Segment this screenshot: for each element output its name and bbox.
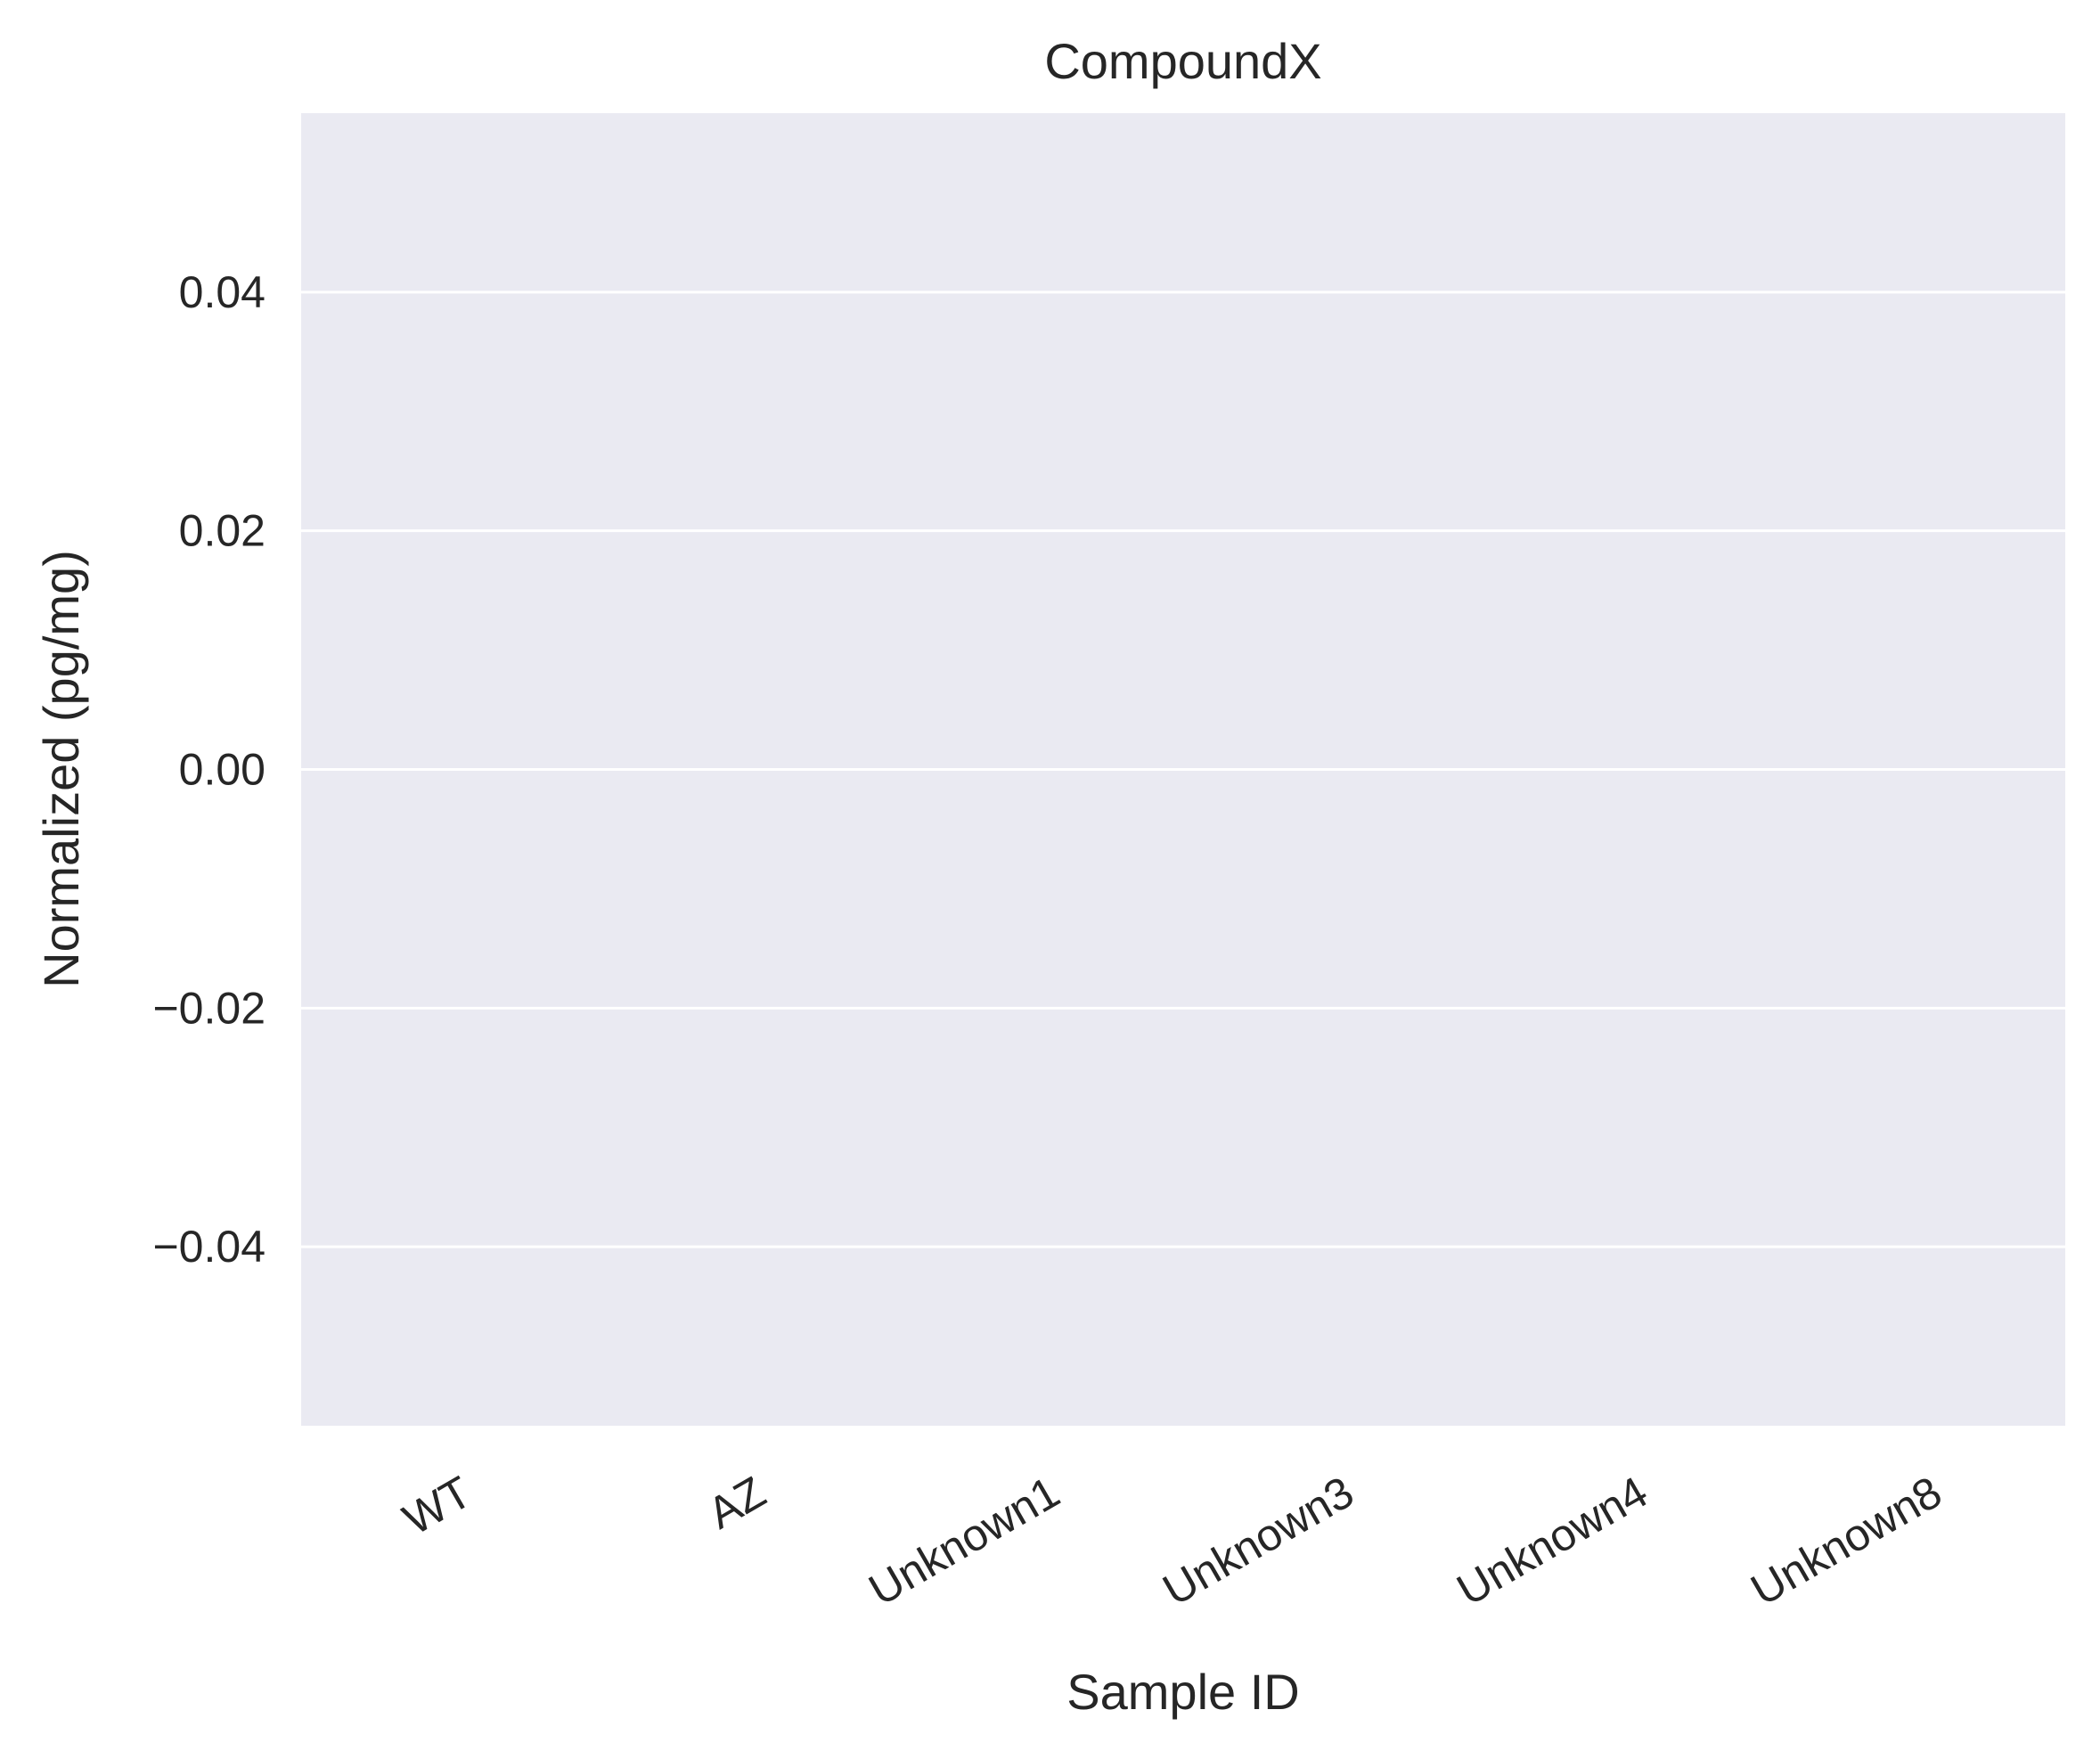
y-tick-label: 0.02 xyxy=(179,506,266,556)
x-tick-label: Unknown3 xyxy=(1155,1467,1362,1616)
gridlines xyxy=(301,290,2065,1248)
y-tick-label: −0.04 xyxy=(152,1222,266,1272)
y-tick-labels: 0.04 0.02 0.00 −0.02 −0.04 xyxy=(152,267,266,1272)
chart-title: CompoundX xyxy=(1044,33,1321,89)
x-axis-label: Sample ID xyxy=(1066,1664,1299,1720)
y-tick-label: 0.04 xyxy=(179,267,266,317)
x-tick-label: Unknown1 xyxy=(861,1467,1068,1616)
y-tick-label: 0.00 xyxy=(179,745,266,795)
x-tick-label: Unknown8 xyxy=(1743,1467,1950,1616)
y-axis-label: Normalized (pg/mg) xyxy=(33,550,89,988)
x-tick-labels: WT AZ Unknown1 Unknown3 Unknown4 Unknown8 xyxy=(395,1467,1949,1616)
x-tick-label: WT xyxy=(395,1467,479,1544)
x-tick-label: AZ xyxy=(699,1467,773,1538)
y-tick-label: −0.02 xyxy=(152,983,266,1033)
x-tick-label: Unknown4 xyxy=(1449,1467,1656,1616)
